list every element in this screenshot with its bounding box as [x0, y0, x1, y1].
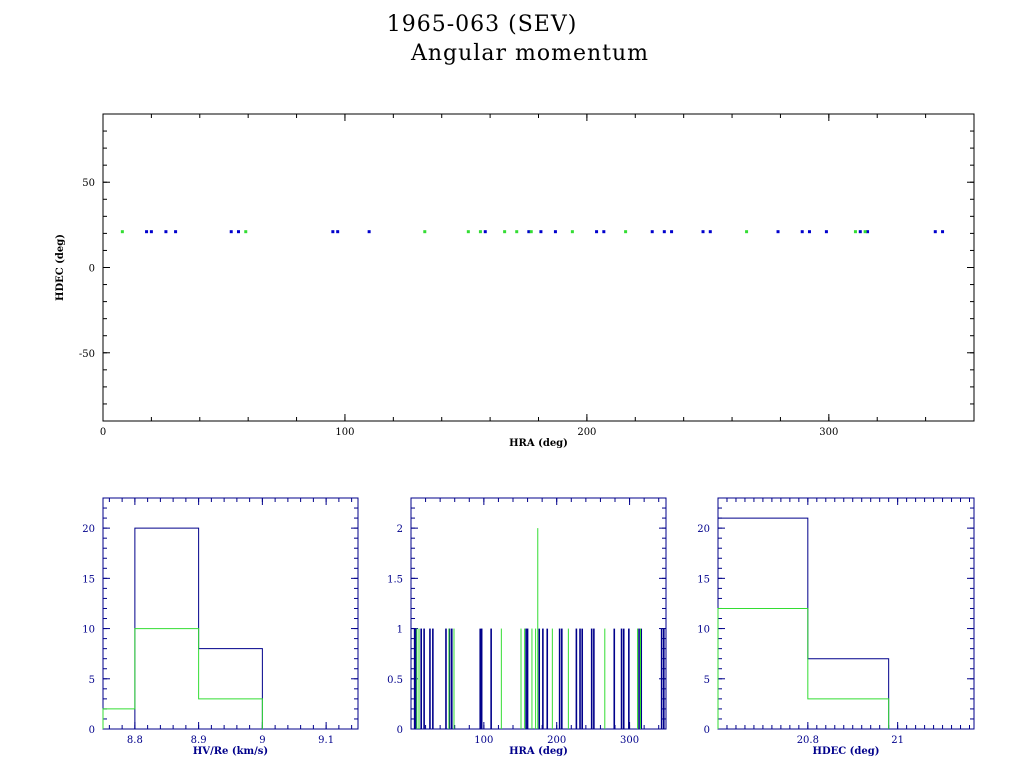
x-tick-label: 8.8 [127, 735, 143, 746]
x-tick-label: 300 [819, 427, 838, 438]
scatter-point-green [853, 230, 857, 234]
y-tick-label: 0 [89, 725, 95, 736]
scatter-point-green [515, 230, 519, 234]
title-block: 1965-063 (SEV) Angular momentum [0, 12, 1024, 66]
x-axis-label: HV/Re (km/s) [193, 746, 268, 757]
x-tick-label: 20.8 [797, 735, 819, 746]
scatter-point-green [244, 230, 248, 234]
scatter-point-blue [145, 230, 149, 234]
scatter-point-green [570, 230, 574, 234]
x-tick-label: 100 [474, 735, 493, 746]
scatter-point-green [745, 230, 749, 234]
y-tick-label: 0 [89, 264, 95, 275]
scatter-point-blue [866, 230, 870, 234]
scatter-point-blue [229, 230, 233, 234]
plot-frame [717, 497, 975, 730]
scatter-point-green [529, 230, 533, 234]
x-tick-label: 21 [891, 735, 904, 746]
scatter-point-blue [701, 230, 705, 234]
scatter-point-blue [553, 230, 557, 234]
scatter-point-blue [539, 230, 543, 234]
y-tick-label: 2 [397, 524, 403, 535]
scatter-point-blue [933, 230, 937, 234]
y-tick-label: 0 [397, 725, 403, 736]
x-tick-label: 9 [259, 735, 265, 746]
scatter-point-blue [650, 230, 654, 234]
scatter-point-blue [807, 230, 811, 234]
y-tick-label: 0.5 [387, 675, 403, 686]
scatter-point-blue [595, 230, 599, 234]
x-tick-label: 200 [577, 427, 596, 438]
y-tick-label: -50 [79, 349, 95, 360]
histogram-hdec-panel: 20.8 21 0 5 10 15 20 HDEC (deg) [697, 497, 975, 757]
scatter-point-blue [174, 230, 178, 234]
histogram-step-green [102, 628, 263, 729]
histogram-hra-panel: 100 200 300 0 0.5 1 1.5 2 HRA (deg) [387, 497, 667, 757]
x-tick-label: 8.9 [191, 735, 207, 746]
scatter-point-blue [149, 230, 153, 234]
scatter-point-blue [941, 230, 945, 234]
y-tick-label: 20 [697, 524, 710, 535]
y-axis-label: HDEC (deg) [55, 234, 66, 301]
scatter-point-blue [858, 230, 862, 234]
scatter-point-green [503, 230, 507, 234]
x-tick-label: 300 [620, 735, 639, 746]
y-tick-label: 1.5 [387, 574, 403, 585]
scatter-point-blue [236, 230, 240, 234]
x-tick-label: 200 [547, 735, 566, 746]
chart-title: 1965-063 (SEV) [386, 12, 578, 37]
scatter-point-blue [708, 230, 712, 234]
scatter-point-blue [800, 230, 804, 234]
scatter-point-green [120, 230, 124, 234]
y-tick-label: 15 [82, 574, 95, 585]
scatter-panel: 0 100 200 300 -50 0 50 HRA (deg) HDEC (deg) [55, 113, 975, 449]
x-tick-label: 9.1 [318, 735, 334, 746]
scatter-point-green [466, 230, 470, 234]
plot-frame [102, 113, 975, 422]
histogram-step-green [717, 607, 890, 729]
scatter-point-green [624, 230, 628, 234]
scatter-point-green [423, 230, 427, 234]
scatter-point-blue [670, 230, 674, 234]
x-tick-label: 0 [100, 427, 106, 438]
scatter-point-blue [331, 230, 335, 234]
scatter-point-green [478, 230, 482, 234]
y-tick-label: 50 [82, 178, 95, 189]
scatter-point-blue [336, 230, 340, 234]
scatter-point-green [863, 230, 867, 234]
scatter-point-blue [824, 230, 828, 234]
plot-frame [102, 497, 359, 730]
x-axis-label: HRA (deg) [509, 438, 568, 449]
scatter-point-blue [367, 230, 371, 234]
y-tick-label: 5 [89, 675, 95, 686]
x-axis-label: HRA (deg) [509, 746, 568, 757]
y-tick-label: 1 [397, 625, 403, 636]
y-tick-label: 10 [82, 625, 95, 636]
chart-subtitle: Angular momentum [411, 41, 649, 66]
scatter-point-blue [662, 230, 666, 234]
histogram-step-blue [717, 517, 890, 729]
histogram-step-blue [134, 527, 263, 729]
y-tick-label: 20 [82, 524, 95, 535]
scatter-point-blue [483, 230, 487, 234]
scatter-point-blue [776, 230, 780, 234]
x-axis-label: HDEC (deg) [813, 746, 880, 757]
y-tick-label: 15 [697, 574, 710, 585]
y-tick-label: 5 [704, 675, 710, 686]
y-tick-label: 0 [704, 725, 710, 736]
y-tick-label: 10 [697, 625, 710, 636]
x-tick-label: 100 [335, 427, 354, 438]
scatter-point-blue [527, 230, 531, 234]
histogram-hv-panel: 8.8 8.9 9 9.1 0 5 10 15 20 HV/Re (km/s) [82, 497, 359, 757]
scatter-point-blue [602, 230, 606, 234]
scatter-point-blue [164, 230, 168, 234]
